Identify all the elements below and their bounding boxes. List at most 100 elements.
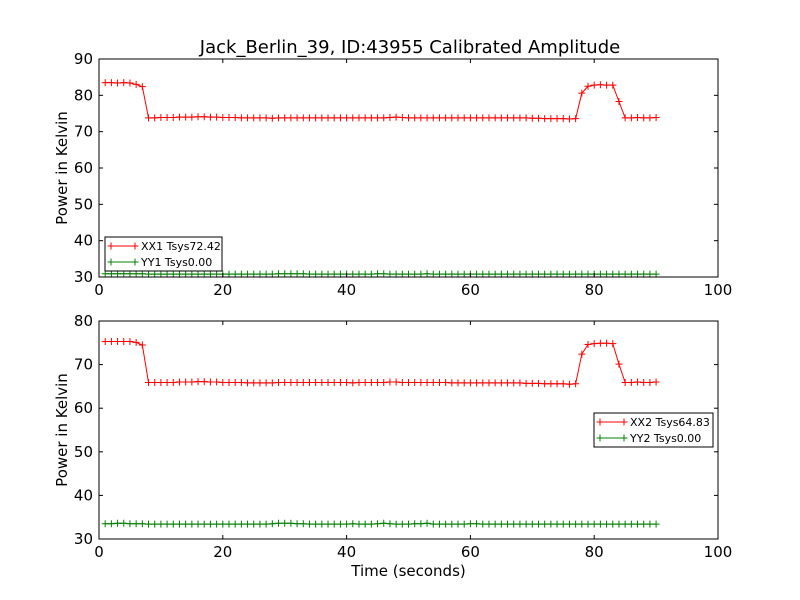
data-point (516, 114, 524, 122)
data-point (132, 520, 140, 528)
data-point (590, 520, 598, 528)
y-tick-label: 60 (74, 159, 93, 177)
data-point (559, 115, 567, 123)
data-point (281, 270, 289, 278)
x-tick-label: 80 (585, 543, 604, 561)
data-point (126, 520, 134, 528)
data-point (504, 270, 512, 278)
data-point (330, 270, 338, 278)
data-point (473, 114, 481, 122)
data-point (553, 380, 561, 388)
data-point (250, 520, 258, 528)
data-point (126, 337, 134, 345)
data-point (442, 114, 450, 122)
data-point (361, 270, 369, 278)
x-axis-label: Time (seconds) (350, 562, 466, 580)
data-point (188, 113, 196, 121)
data-point (640, 520, 648, 528)
data-point (182, 378, 190, 386)
data-point (237, 520, 245, 528)
data-point (182, 113, 190, 121)
data-point (405, 270, 412, 278)
data-point (361, 520, 369, 528)
data-point (423, 114, 431, 122)
data-point (219, 520, 227, 528)
data-point (479, 270, 487, 278)
data-point (169, 520, 177, 528)
data-point (169, 270, 177, 278)
data-point (374, 114, 382, 122)
data-point (374, 520, 382, 528)
data-point (349, 270, 357, 278)
data-point (578, 270, 586, 278)
data-point (231, 114, 239, 121)
data-point (151, 378, 159, 386)
x-tick-label: 20 (213, 543, 232, 561)
data-point (398, 270, 406, 278)
data-point (355, 270, 363, 278)
data-point (268, 114, 276, 122)
data-point (312, 270, 320, 278)
legend-marker (107, 242, 139, 250)
data-point (442, 378, 450, 386)
data-point (268, 270, 276, 278)
data-point (547, 115, 555, 123)
data-point (516, 270, 524, 278)
data-point (627, 520, 635, 528)
data-point (448, 270, 456, 278)
data-point (522, 379, 530, 387)
data-point (275, 519, 283, 527)
data-point (101, 79, 109, 87)
data-point (275, 378, 283, 386)
data-point (596, 81, 604, 89)
data-point (640, 114, 648, 122)
data-point (621, 520, 629, 528)
data-point (405, 378, 412, 386)
data-point (411, 378, 419, 386)
data-point (132, 80, 140, 88)
data-point (182, 270, 190, 278)
data-point (565, 520, 573, 528)
data-point (386, 114, 394, 121)
data-point (206, 520, 214, 528)
data-point (497, 379, 505, 387)
data-point (405, 114, 412, 122)
data-point (473, 520, 481, 528)
figure-title: Jack_Berlin_39, ID:43955 Calibrated Ampl… (199, 37, 620, 58)
data-point (175, 113, 183, 121)
data-point (528, 114, 536, 122)
series-2-1 (101, 337, 660, 388)
y-tick-label: 70 (74, 123, 93, 141)
data-point (157, 270, 165, 278)
y-tick-label: 40 (74, 486, 93, 504)
data-point (615, 270, 623, 278)
data-point (305, 378, 313, 386)
data-point (380, 519, 388, 527)
data-point (646, 114, 654, 122)
data-point (510, 114, 518, 122)
data-point (200, 520, 208, 528)
y-tick-label: 50 (74, 443, 93, 461)
data-point (225, 114, 233, 121)
data-point (590, 340, 598, 348)
data-point (120, 519, 128, 527)
data-point (627, 270, 635, 278)
y-tick-label: 60 (74, 399, 93, 417)
data-point (305, 270, 313, 278)
data-point (380, 378, 388, 386)
data-point (101, 337, 109, 345)
data-point (652, 114, 660, 121)
data-point (287, 378, 295, 386)
data-point (435, 270, 443, 278)
data-point (442, 270, 450, 278)
data-point (231, 270, 239, 278)
legend-marker (596, 434, 628, 442)
data-point (225, 270, 233, 278)
data-point (497, 270, 505, 278)
x-tick-label: 20 (213, 281, 232, 299)
data-point (466, 114, 474, 122)
data-point (528, 520, 536, 528)
data-point (324, 378, 332, 386)
data-point (138, 520, 146, 528)
data-point (429, 114, 437, 122)
